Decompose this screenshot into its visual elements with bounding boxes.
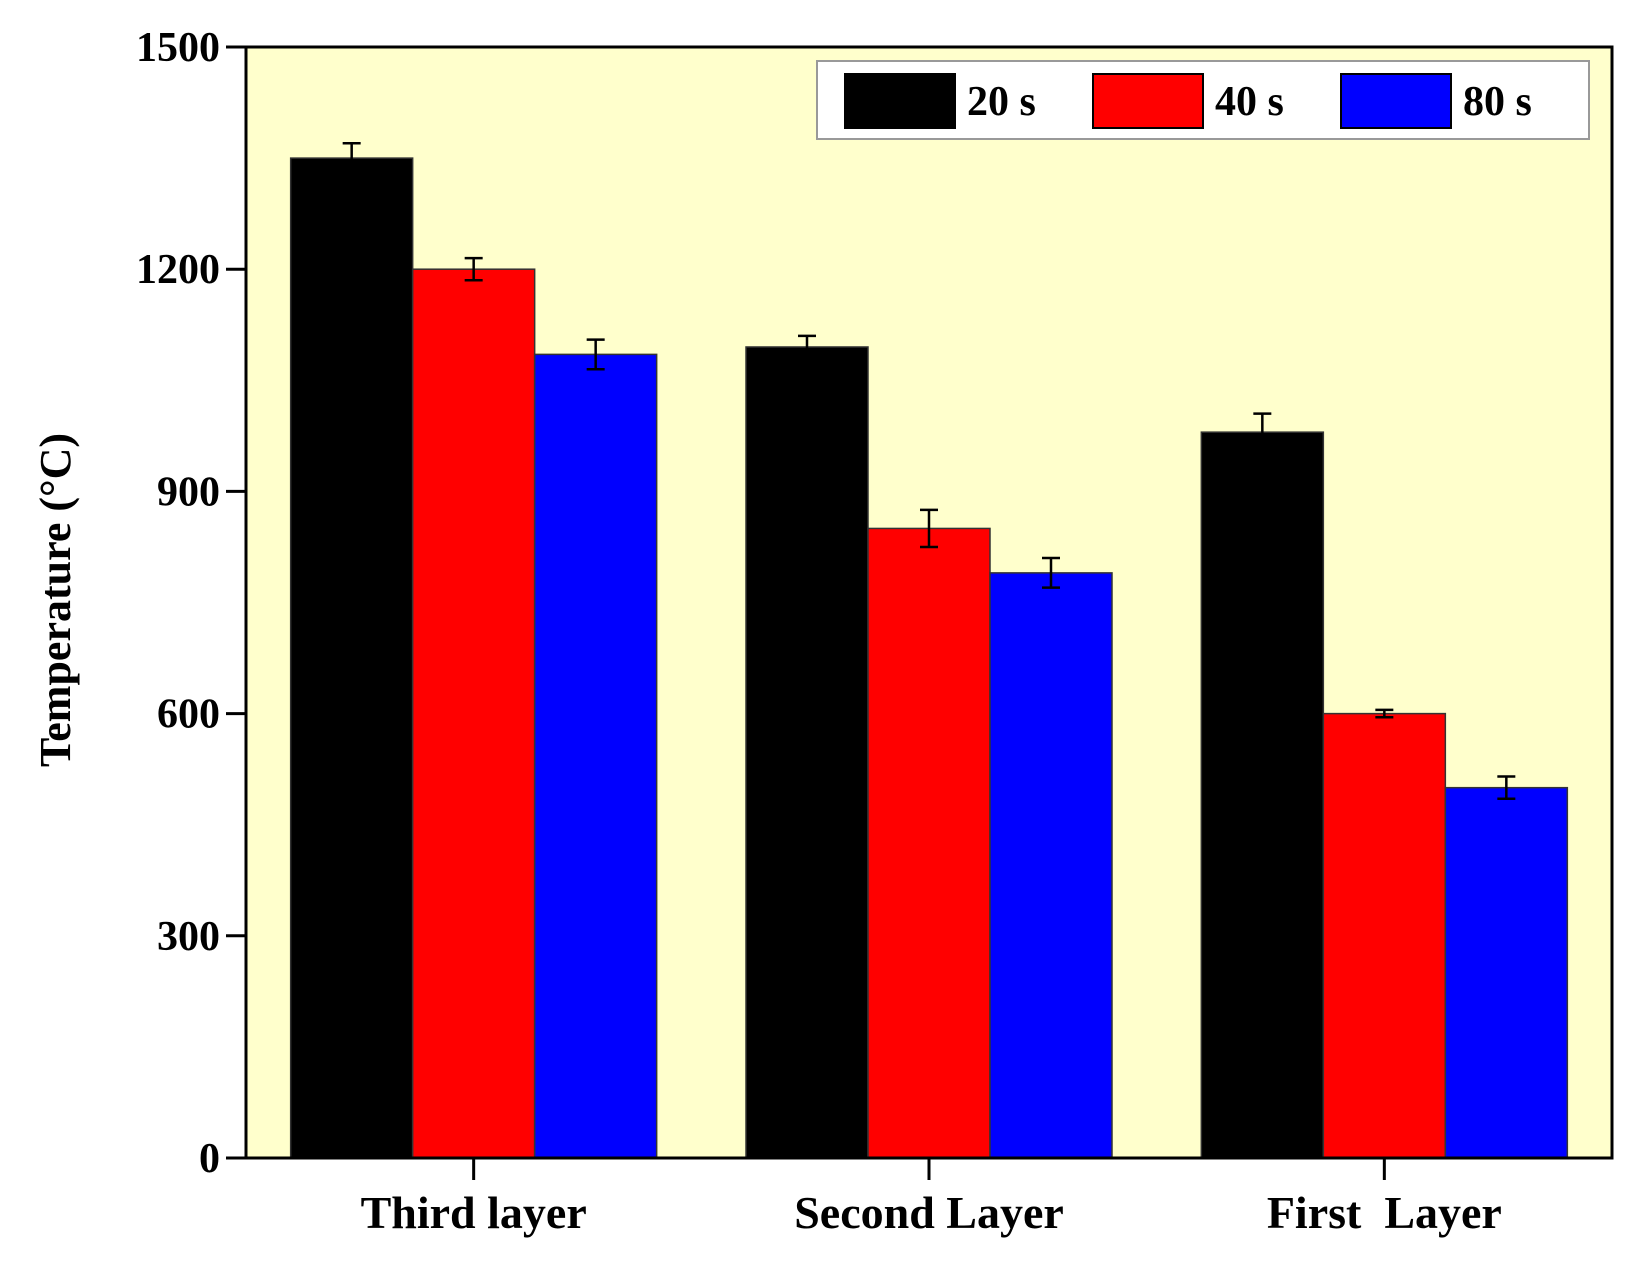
bar (989, 572, 1113, 1159)
legend-swatch (1092, 73, 1204, 129)
bar (411, 268, 536, 1159)
error-bar (1253, 412, 1272, 452)
legend-label: 20 s (967, 79, 1036, 125)
y-tick-label: 300 (157, 914, 220, 960)
y-tick-label: 1200 (136, 247, 220, 293)
bar (289, 157, 414, 1159)
x-tick-label: First Layer (1267, 1187, 1502, 1238)
error-bar (1042, 556, 1060, 589)
error-bar (1497, 775, 1516, 801)
bar (533, 353, 658, 1159)
error-bar (464, 256, 483, 282)
bar (745, 346, 869, 1159)
error-bar (342, 142, 361, 175)
legend-label: 40 s (1215, 79, 1284, 125)
y-tick-label: 600 (157, 692, 220, 738)
legend-label: 80 s (1463, 79, 1532, 125)
error-bar (920, 508, 938, 549)
y-tick-label: 0 (199, 1136, 220, 1182)
y-tick-label: 900 (157, 469, 220, 515)
bar (1444, 786, 1569, 1159)
bar (1200, 431, 1325, 1159)
x-tick-label: Third layer (361, 1187, 587, 1238)
error-bar (798, 334, 816, 360)
y-axis-label: Temperature (°C) (31, 433, 80, 767)
legend-swatch (1340, 73, 1452, 129)
error-bar (1375, 708, 1394, 719)
bar (1322, 712, 1447, 1159)
error-bar (586, 338, 605, 371)
legend-swatch (844, 73, 956, 129)
bar (867, 527, 991, 1159)
x-tick-label: Second Layer (794, 1187, 1064, 1238)
y-tick-label: 1500 (136, 25, 220, 71)
plot-frame (244, 45, 1614, 1160)
